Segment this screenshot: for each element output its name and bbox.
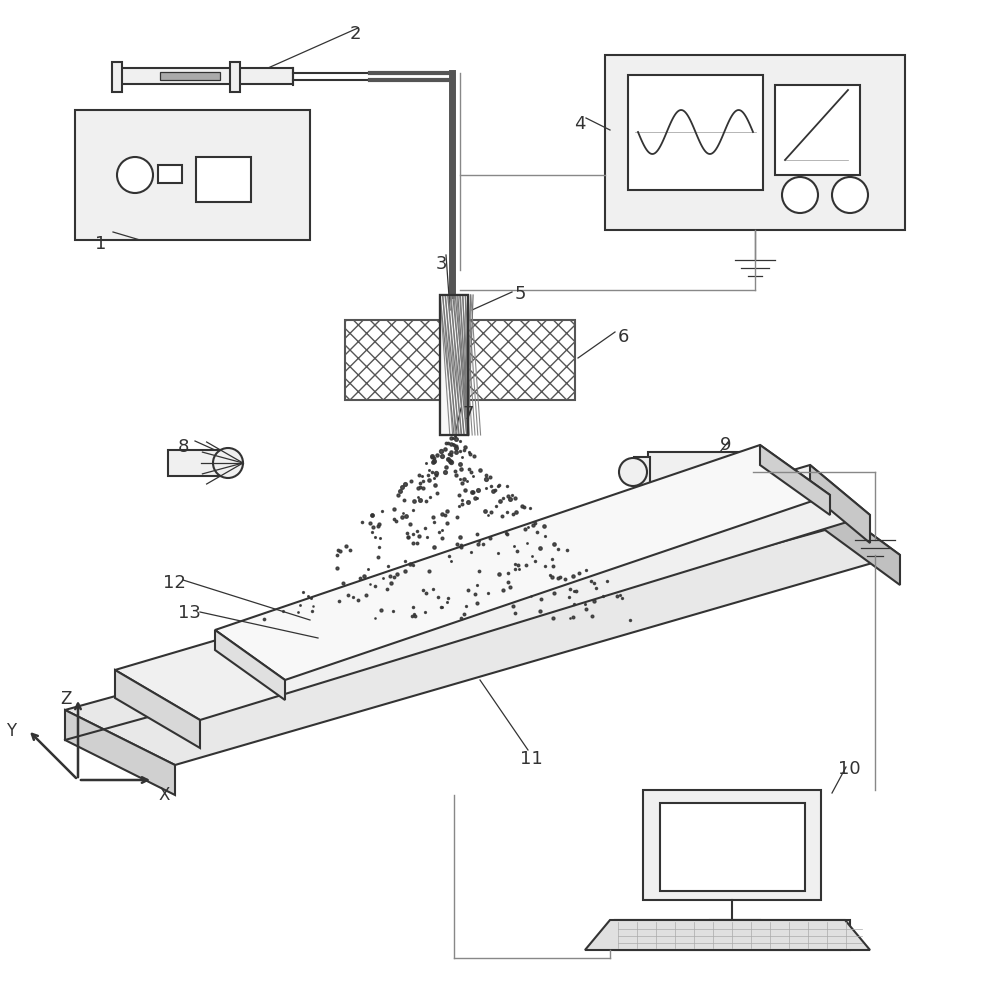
Circle shape — [832, 177, 868, 213]
Bar — [634, 457, 650, 487]
Bar — [615, 920, 850, 950]
Text: 4: 4 — [574, 115, 585, 133]
Bar — [230, 62, 240, 92]
Polygon shape — [115, 465, 870, 720]
Bar — [118, 68, 293, 84]
Circle shape — [117, 157, 153, 193]
Polygon shape — [65, 500, 900, 765]
Text: 11: 11 — [520, 750, 542, 768]
Bar — [605, 55, 905, 230]
Polygon shape — [215, 630, 285, 700]
Polygon shape — [825, 500, 900, 585]
Bar — [628, 75, 763, 190]
Text: 12: 12 — [163, 574, 185, 592]
Text: 2: 2 — [350, 25, 362, 43]
Bar — [440, 295, 468, 435]
Circle shape — [213, 448, 243, 478]
Bar — [643, 790, 821, 900]
Text: 1: 1 — [95, 235, 107, 253]
Bar — [160, 72, 220, 80]
Bar — [196, 157, 251, 202]
Text: X: X — [158, 786, 169, 804]
Bar — [158, 165, 182, 183]
Bar — [660, 803, 805, 891]
Bar — [440, 295, 468, 435]
Polygon shape — [65, 710, 175, 795]
Text: 7: 7 — [462, 405, 474, 423]
Bar — [75, 110, 310, 240]
Bar — [112, 62, 122, 92]
Polygon shape — [760, 445, 830, 515]
Polygon shape — [115, 670, 200, 748]
Bar — [440, 295, 468, 435]
Bar — [648, 452, 753, 492]
Text: 10: 10 — [838, 760, 860, 778]
Polygon shape — [215, 445, 830, 680]
Bar — [440, 295, 468, 435]
Text: 3: 3 — [436, 255, 448, 273]
Polygon shape — [585, 920, 870, 950]
Text: 13: 13 — [178, 604, 200, 622]
Text: 5: 5 — [515, 285, 526, 303]
Circle shape — [782, 177, 818, 213]
Circle shape — [619, 458, 647, 486]
Bar — [775, 85, 860, 175]
Text: 6: 6 — [618, 328, 629, 346]
Text: 9: 9 — [720, 436, 732, 454]
Polygon shape — [810, 465, 870, 543]
Text: Z: Z — [60, 690, 72, 708]
Text: 8: 8 — [178, 438, 189, 456]
Bar — [168, 450, 226, 476]
Text: Y: Y — [6, 722, 16, 740]
Bar — [345, 320, 575, 400]
